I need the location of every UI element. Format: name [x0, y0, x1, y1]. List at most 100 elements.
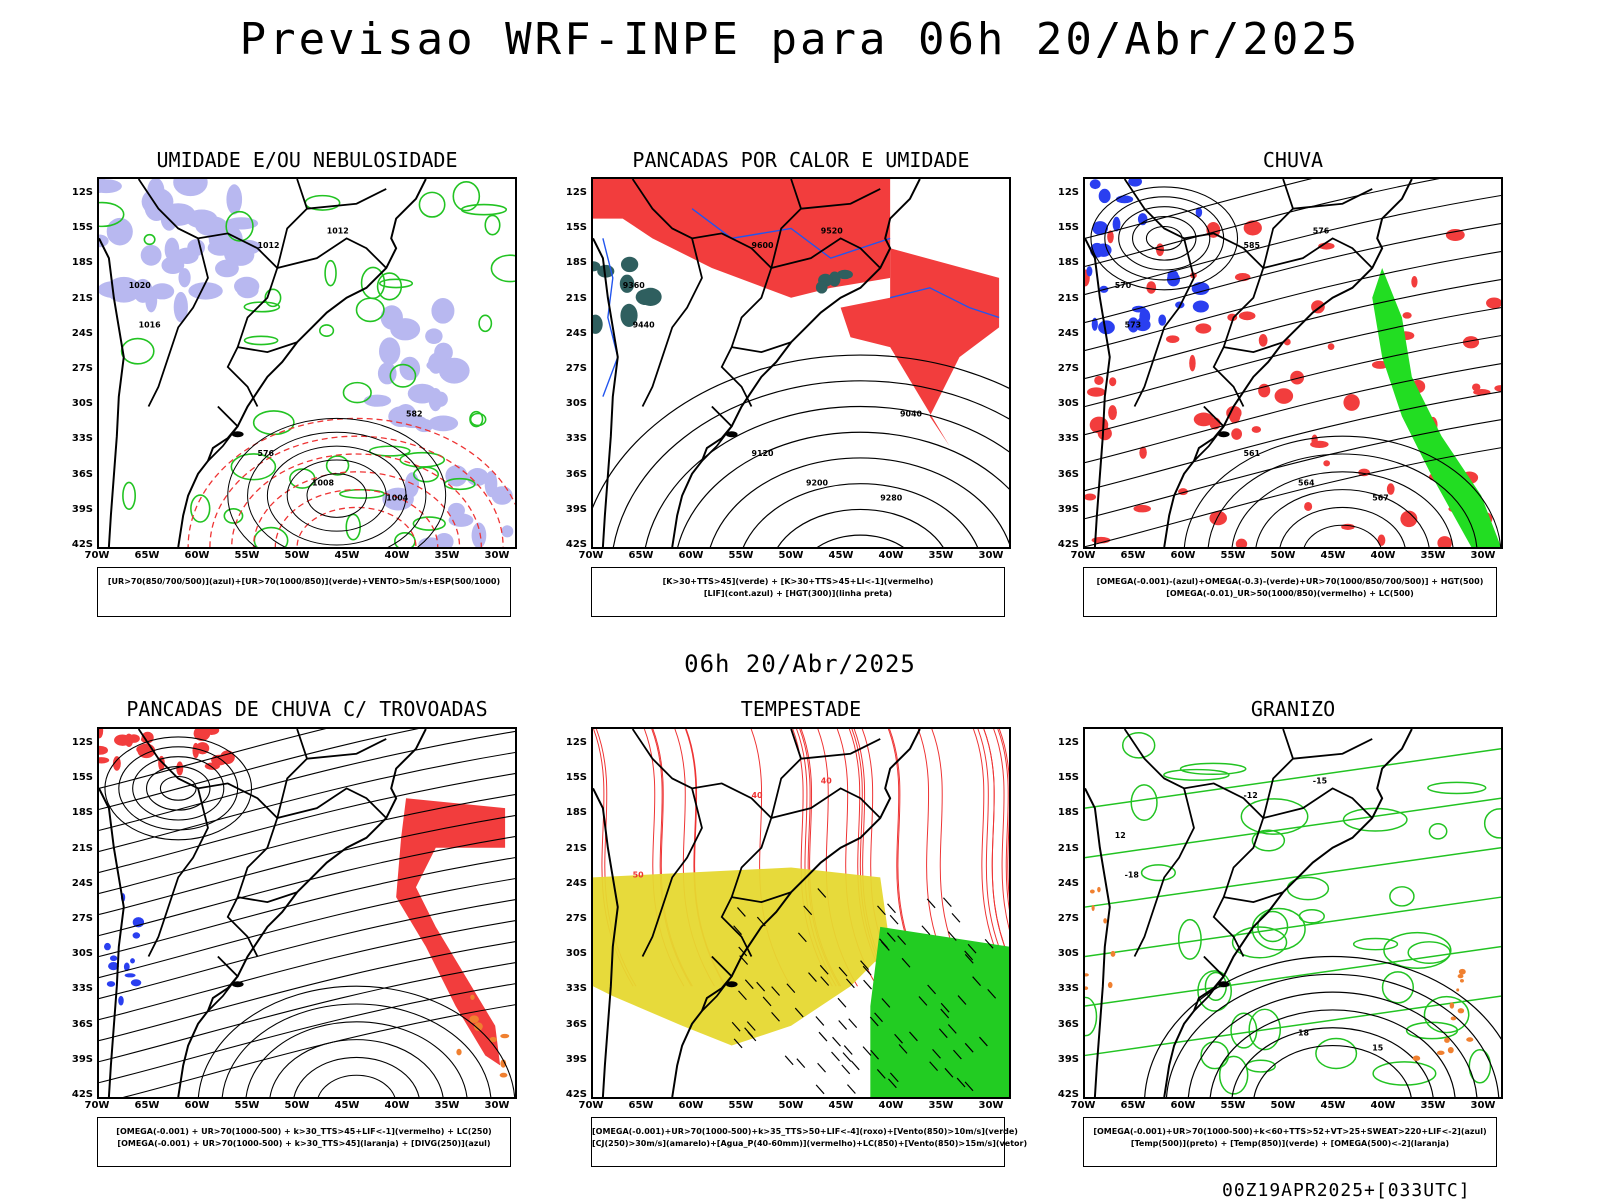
contour-label: 1012 — [327, 226, 349, 235]
lat-tick-label: 12S — [1057, 187, 1079, 198]
contour-label: 567 — [1372, 494, 1389, 503]
lat-tick-label: 39S — [565, 503, 587, 515]
lat-tick-label: 42S — [1057, 1089, 1079, 1100]
lat-tick-label: 39S — [71, 503, 93, 515]
lat-tick-label: 39S — [1057, 503, 1079, 515]
panel-title-umidade: UMIDADE E/OU NEBULOSIDADE — [156, 148, 458, 172]
lat-tick-label: 39S — [565, 1053, 587, 1065]
page-subtitle: 06h 20/Abr/2025 — [684, 650, 916, 678]
contour-label: 1016 — [139, 320, 162, 329]
lon-tick-label: 45W — [334, 550, 360, 561]
contour-label: 570 — [1115, 281, 1132, 290]
lat-tick-label: 12S — [71, 187, 93, 198]
lon-tick-label: 55W — [728, 550, 754, 561]
lat-tick-label: 30S — [1057, 398, 1079, 410]
lon-tick-label: 30W — [978, 1100, 1004, 1111]
lon-tick-label: 55W — [234, 1100, 260, 1111]
legend-chuva: [OMEGA(-0.001)-(azul)+OMEGA(-0.3)-(verde… — [1083, 567, 1497, 617]
lat-tick-label: 21S — [71, 292, 93, 304]
lon-tick-label: 50W — [1270, 550, 1296, 561]
lat-tick-label: 30S — [71, 398, 93, 410]
contour-label: 1008 — [312, 479, 335, 488]
lon-tick-label: 50W — [778, 1100, 804, 1111]
contour-label: -15 — [1313, 776, 1327, 785]
lat-tick-label: 18S — [71, 257, 93, 269]
lon-tick-label: 40W — [878, 550, 904, 561]
legend-line: [CJ(250)>30m/s](amarelo)+[Agua_P(40-60mm… — [592, 1139, 1028, 1148]
lon-tick-label: 40W — [384, 550, 410, 561]
map-umidade: 1012 1012 1016 1020 1004 1008 576 582 — [97, 177, 517, 549]
contour-label: 9200 — [806, 479, 829, 488]
lat-tick-label: 33S — [565, 983, 587, 995]
lat-tick-label: 15S — [565, 222, 587, 234]
lat-tick-label: 15S — [71, 222, 93, 234]
legend-umidade: [UR>70(850/700/500)](azul)+[UR>70(1000/8… — [97, 567, 511, 617]
lat-tick-label: 30S — [565, 398, 587, 410]
contour-label: 9120 — [751, 449, 774, 458]
lon-tick-label: 65W — [1120, 550, 1146, 561]
lat-tick-label: 24S — [1057, 877, 1079, 889]
run-info: 00Z19APR2025+[033UTC] — [1222, 1180, 1471, 1201]
lon-tick-label: 40W — [878, 1100, 904, 1111]
legend-line: [K>30+TTS>45](verde) + [K>30+TTS>45+LI<-… — [662, 577, 934, 586]
lon-tick-label: 45W — [828, 1100, 854, 1111]
panel-title-trovoadas: PANCADAS DE CHUVA C/ TROVOADAS — [126, 697, 488, 721]
lon-tick-label: 55W — [1220, 1100, 1246, 1111]
lon-tick-label: 60W — [1170, 1100, 1196, 1111]
lat-tick-label: 18S — [565, 807, 587, 819]
contour-label: 564 — [1298, 479, 1315, 488]
lon-tick-label: 60W — [184, 1100, 210, 1111]
legend-line: [LIF](cont.azul) + [HGT(300)](linha pret… — [703, 589, 893, 598]
lat-tick-label: 39S — [1057, 1053, 1079, 1065]
lat-tick-label: 36S — [71, 1018, 93, 1030]
lat-tick-label: 33S — [1057, 983, 1079, 995]
lon-tick-label: 70W — [84, 1100, 110, 1111]
map-trovoadas — [97, 727, 517, 1099]
lon-tick-label: 60W — [184, 550, 210, 561]
lat-tick-label: 27S — [71, 913, 93, 924]
lon-tick-label: 40W — [384, 1100, 410, 1111]
lon-tick-label: 55W — [234, 550, 260, 561]
lon-tick-label: 65W — [628, 550, 654, 561]
lon-tick-label: 65W — [134, 1100, 160, 1111]
map-granizo: -12 -15 -18 12 15 18 — [1083, 727, 1503, 1099]
lon-tick-label: 30W — [978, 550, 1004, 561]
lon-tick-label: 30W — [1470, 550, 1496, 561]
lat-tick-label: 42S — [71, 539, 93, 550]
lon-tick-label: 65W — [134, 550, 160, 561]
lon-tick-label: 50W — [284, 1100, 310, 1111]
lon-tick-label: 55W — [728, 1100, 754, 1111]
contour-label: 1020 — [129, 281, 152, 290]
lat-tick-label: 21S — [565, 292, 587, 304]
lat-tick-label: 18S — [1057, 257, 1079, 269]
lon-tick-label: 65W — [628, 1100, 654, 1111]
lon-tick-label: 65W — [1120, 1100, 1146, 1111]
lat-tick-label: 42S — [565, 539, 587, 550]
lon-tick-label: 30W — [1470, 1100, 1496, 1111]
lat-tick-label: 21S — [1057, 292, 1079, 304]
lon-tick-label: 70W — [1070, 1100, 1096, 1111]
lat-tick-label: 36S — [565, 1018, 587, 1030]
lon-tick-label: 55W — [1220, 550, 1246, 561]
legend-pancadas-calor: [K>30+TTS>45](verde) + [K>30+TTS>45+LI<-… — [591, 567, 1005, 617]
contour-label: 9040 — [900, 409, 923, 418]
contour-label: 1004 — [386, 494, 409, 503]
contour-label: 40 — [821, 776, 833, 785]
map-pancadas-calor: 9600 9520 9440 9360 9280 9200 9120 9040 — [591, 177, 1011, 549]
lat-tick-label: 24S — [565, 327, 587, 339]
lon-tick-label: 35W — [434, 1100, 460, 1111]
panel-title-tempestade: TEMPESTADE — [740, 697, 862, 721]
lon-tick-label: 45W — [1320, 550, 1346, 561]
lon-tick-label: 35W — [928, 1100, 954, 1111]
lat-tick-label: 36S — [565, 468, 587, 480]
lat-tick-label: 42S — [565, 1089, 587, 1100]
contour-label: 573 — [1125, 320, 1142, 329]
legend-line: [OMEGA(-0.001)+UR>70(1000-500)+k<60+TTS>… — [1093, 1127, 1487, 1136]
lat-tick-label: 33S — [71, 433, 93, 445]
lon-tick-label: 70W — [1070, 550, 1096, 561]
lat-tick-label: 27S — [565, 363, 587, 374]
lon-tick-label: 30W — [484, 550, 510, 561]
lat-tick-label: 15S — [565, 772, 587, 784]
panel-title-chuva: CHUVA — [1262, 148, 1324, 172]
lon-tick-label: 50W — [284, 550, 310, 561]
